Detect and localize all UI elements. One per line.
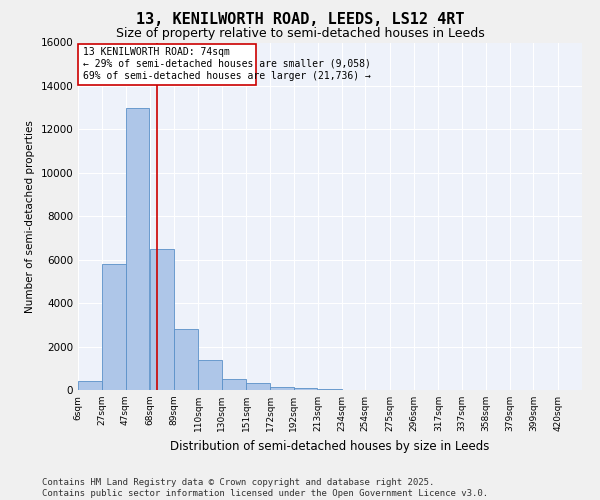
Bar bbox=[318, 389, 341, 390]
Bar bbox=[246, 384, 270, 390]
Text: 13, KENILWORTH ROAD, LEEDS, LS12 4RT: 13, KENILWORTH ROAD, LEEDS, LS12 4RT bbox=[136, 12, 464, 28]
Text: Contains HM Land Registry data © Crown copyright and database right 2025.
Contai: Contains HM Land Registry data © Crown c… bbox=[42, 478, 488, 498]
Bar bbox=[293, 388, 317, 390]
Bar bbox=[103, 264, 126, 390]
Bar bbox=[174, 329, 198, 390]
Bar bbox=[78, 382, 102, 390]
Text: Size of property relative to semi-detached houses in Leeds: Size of property relative to semi-detach… bbox=[116, 28, 484, 40]
Bar bbox=[150, 249, 173, 390]
Text: 69% of semi-detached houses are larger (21,736) →: 69% of semi-detached houses are larger (… bbox=[83, 70, 371, 81]
Bar bbox=[271, 386, 294, 390]
Bar bbox=[125, 108, 149, 390]
Bar bbox=[199, 360, 223, 390]
Y-axis label: Number of semi-detached properties: Number of semi-detached properties bbox=[25, 120, 35, 312]
X-axis label: Distribution of semi-detached houses by size in Leeds: Distribution of semi-detached houses by … bbox=[170, 440, 490, 452]
Text: ← 29% of semi-detached houses are smaller (9,058): ← 29% of semi-detached houses are smalle… bbox=[83, 59, 371, 69]
Bar bbox=[221, 379, 245, 390]
Text: 13 KENILWORTH ROAD: 74sqm: 13 KENILWORTH ROAD: 74sqm bbox=[83, 47, 230, 57]
FancyBboxPatch shape bbox=[78, 44, 256, 85]
